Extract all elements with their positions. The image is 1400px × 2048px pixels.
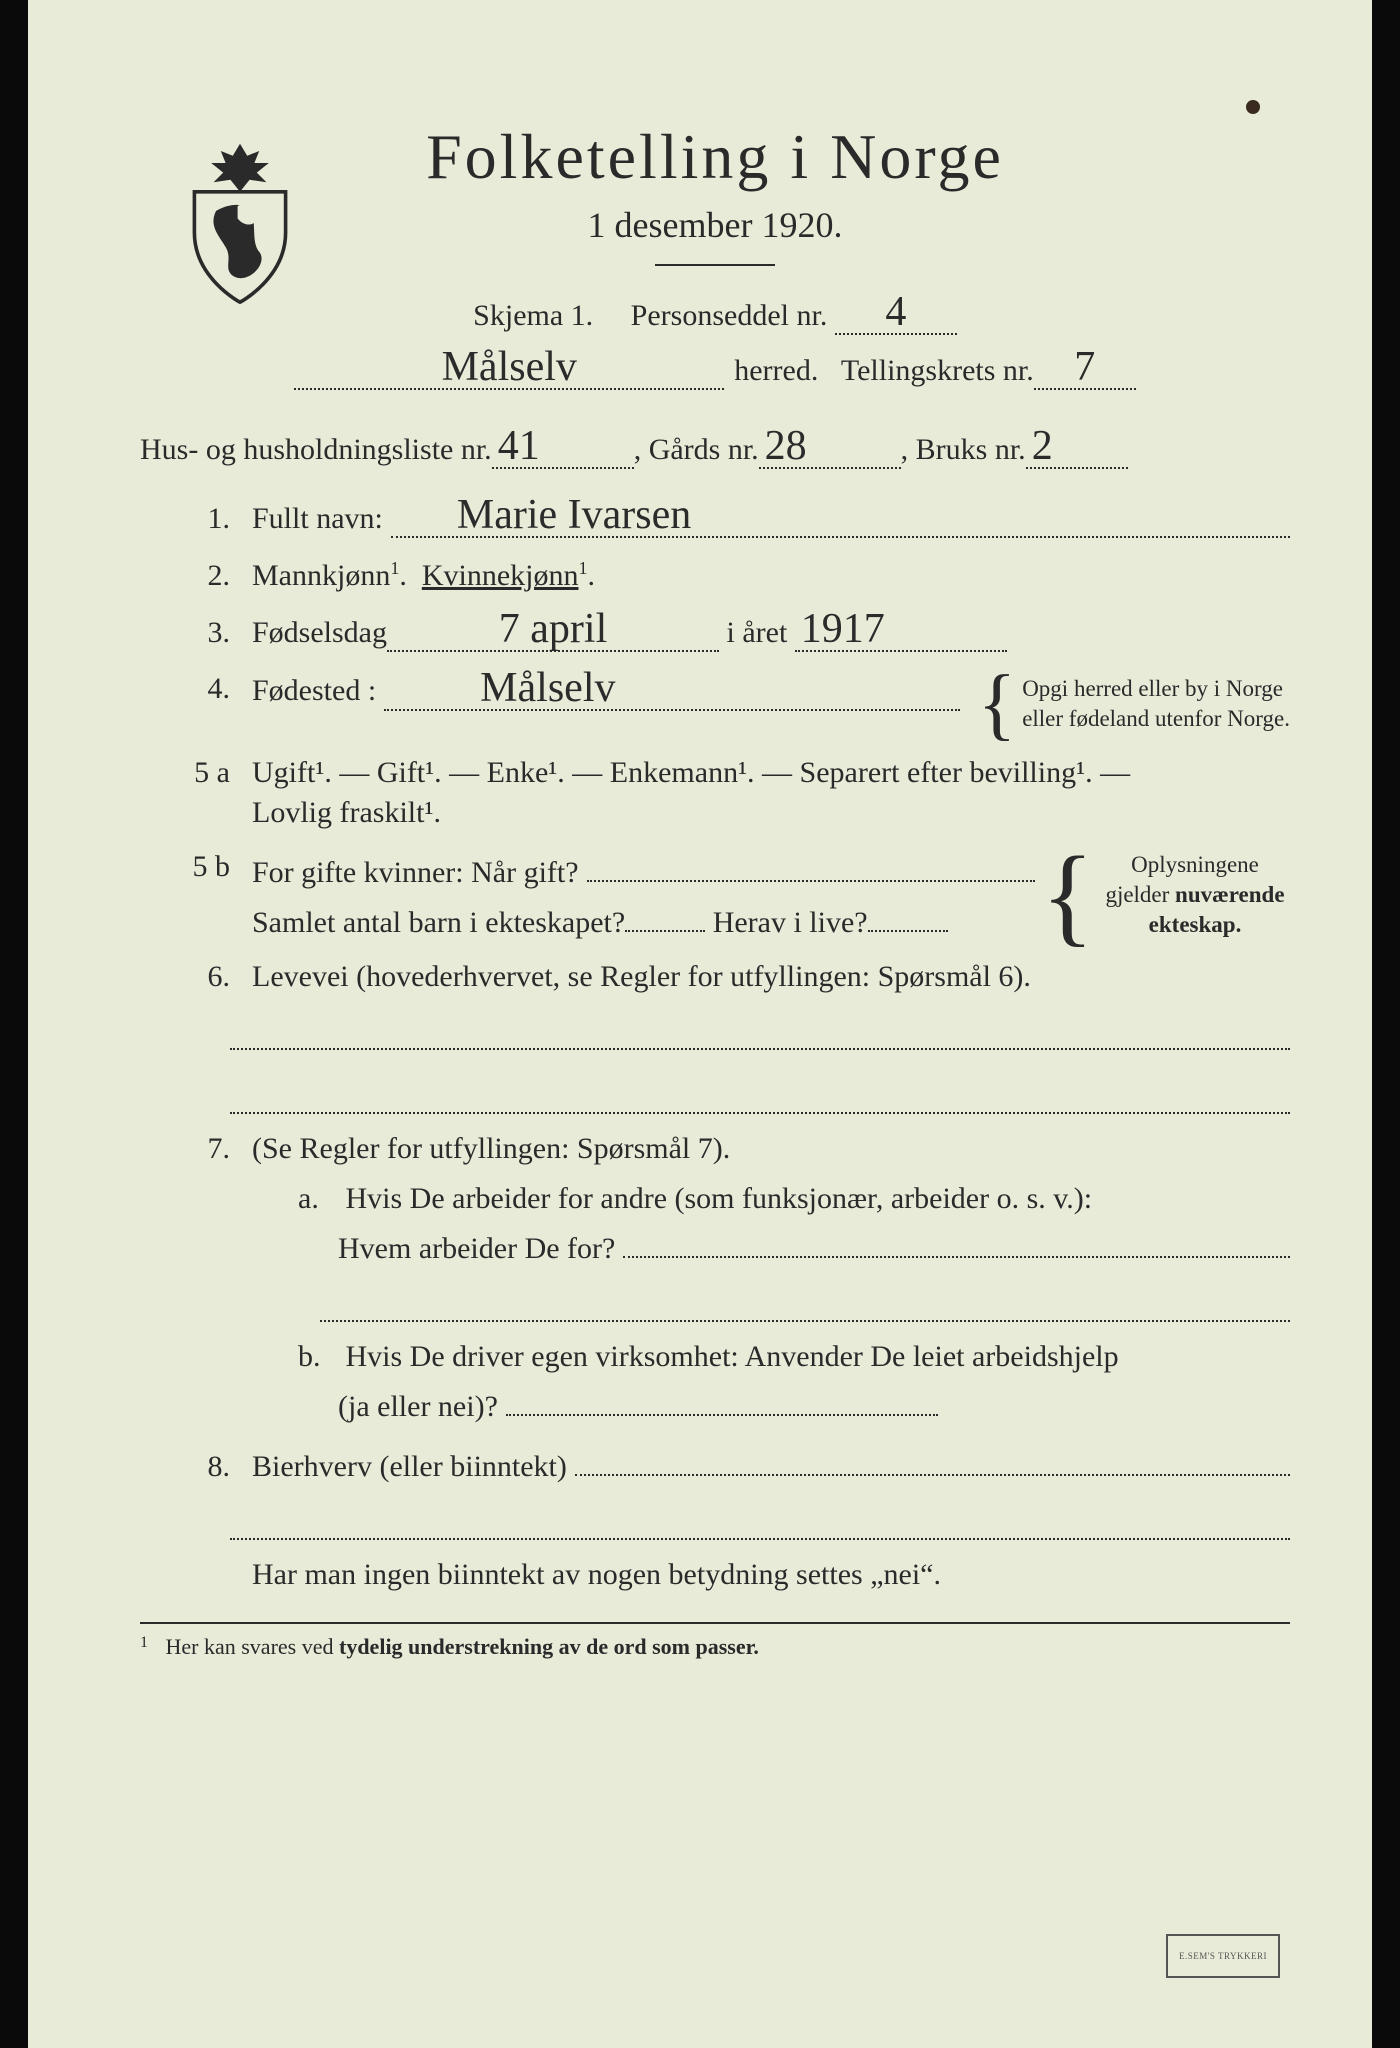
footnote-num: 1: [140, 1634, 160, 1651]
q1-num: 1.: [140, 502, 252, 536]
footnote-rule: [140, 1622, 1290, 1624]
q2-female: Kvinnekjønn: [422, 559, 579, 592]
herred-label: herred.: [734, 354, 818, 388]
gards-label: , Gårds nr.: [634, 433, 759, 467]
hus-label: Hus- og husholdningsliste nr.: [140, 433, 492, 467]
tail-note-row: Har man ingen biinntekt av nogen betydni…: [140, 1558, 1290, 1592]
q2-male: Mannkjønn: [252, 559, 390, 592]
tail-note: Har man ingen biinntekt av nogen betydni…: [252, 1558, 941, 1592]
q7a-blank-line: [320, 1276, 1290, 1322]
tellingskrets-label: Tellingskrets nr.: [841, 354, 1034, 388]
q4-row: 4. Fødested : Målselv { Opgi herred elle…: [140, 672, 1290, 736]
q5a-row: 5 a Ugift¹. — Gift¹. — Enke¹. — Enkemann…: [140, 756, 1290, 790]
q7a-num: a.: [298, 1182, 338, 1216]
q6-text: Levevei (hovederhvervet, se Regler for u…: [252, 960, 1031, 994]
birth-year-value: 1917: [801, 606, 885, 652]
q5b-note: { Oplysningene gjelder nuværende ekteska…: [1035, 850, 1290, 940]
tellingskrets-value: 7: [1074, 344, 1095, 390]
q7-text: (Se Regler for utfyllingen: Spørsmål 7).: [252, 1132, 730, 1166]
q3-mid: i året: [727, 616, 788, 650]
coat-of-arms-icon: [180, 138, 300, 308]
q7b-l2: (ja eller nei)?: [338, 1390, 498, 1424]
q7a-l2: Hvem arbeider De for?: [338, 1232, 615, 1266]
bruks-value: 2: [1032, 423, 1053, 469]
printer-stamp: E.SEM'S TRYKKERI: [1166, 1934, 1280, 1978]
q5b-l2a: Samlet antal barn i ekteskapet?: [252, 906, 625, 940]
personseddel-nr-value: 4: [885, 289, 906, 335]
q5b-l1a: For gifte kvinner: Når gift?: [252, 856, 579, 890]
q5b-note-l3: ekteskap.: [1100, 910, 1290, 940]
birth-day-value: 7 april: [499, 606, 607, 652]
birthplace-value: Målselv: [390, 665, 615, 711]
q7a-row2: Hvem arbeider De for?: [140, 1226, 1290, 1266]
q6-blank-line-1: [230, 1004, 1290, 1050]
scan-edge-left: [0, 0, 28, 2048]
full-name-value: Marie Ivarsen: [397, 492, 691, 538]
scan-edge-right: [1372, 0, 1400, 2048]
q5b-l2b: Herav i live?: [713, 906, 868, 940]
brace-icon: {: [972, 672, 1022, 736]
q2-num: 2.: [140, 559, 252, 593]
q6-blank-line-2: [230, 1068, 1290, 1114]
brace-icon: {: [1035, 851, 1100, 939]
q5b-num: 5 b: [140, 850, 252, 884]
hus-line: Hus- og husholdningsliste nr. 41 , Gårds…: [140, 430, 1290, 469]
q6-row: 6. Levevei (hovederhvervet, se Regler fo…: [140, 960, 1290, 994]
q5b-row: 5 b For gifte kvinner: Når gift? Samlet …: [140, 850, 1290, 940]
q8-blank-line: [230, 1494, 1290, 1540]
q5b-note-l1: Oplysningene: [1100, 850, 1290, 880]
title-rule: [655, 264, 775, 266]
q4-note: { Opgi herred eller by i Norge eller fød…: [972, 672, 1290, 736]
q6-num: 6.: [140, 960, 252, 994]
q3-num: 3.: [140, 616, 252, 650]
q7b-row: b. Hvis De driver egen virksomhet: Anven…: [140, 1340, 1290, 1374]
ink-spot: [1246, 100, 1260, 114]
q4-num: 4.: [140, 672, 252, 706]
header: Folketelling i Norge 1 desember 1920. Sk…: [140, 120, 1290, 390]
q8-label: Bierhverv (eller biinntekt): [252, 1450, 567, 1484]
q7a-row: a. Hvis De arbeider for andre (som funks…: [140, 1182, 1290, 1216]
q5b-note-l2: gjelder nuværende: [1100, 880, 1290, 910]
q7-row: 7. (Se Regler for utfyllingen: Spørsmål …: [140, 1132, 1290, 1166]
q5a-row2: Lovlig fraskilt¹.: [140, 796, 1290, 830]
form-subtitle: 1 desember 1920.: [140, 204, 1290, 246]
q7b-row2: (ja eller nei)?: [140, 1384, 1290, 1424]
herred-line: Målselv herred. Tellingskrets nr. 7: [140, 351, 1290, 390]
q7b-l1: Hvis De driver egen virksomhet: Anvender…: [346, 1340, 1119, 1373]
q3-label: Fødselsdag: [252, 616, 387, 650]
bruks-label: , Bruks nr.: [901, 433, 1026, 467]
q1-row: 1. Fullt navn: Marie Ivarsen: [140, 499, 1290, 538]
q4-note-l2: eller fødeland utenfor Norge.: [1022, 704, 1290, 734]
q5a-text: Ugift¹. — Gift¹. — Enke¹. — Enkemann¹. —…: [252, 756, 1130, 790]
footnote: 1 Her kan svares ved tydelig understrekn…: [140, 1634, 1290, 1660]
q5a-num: 5 a: [140, 756, 252, 790]
q7-num: 7.: [140, 1132, 252, 1166]
q1-label: Fullt navn:: [252, 502, 383, 536]
q8-row: 8. Bierhverv (eller biinntekt): [140, 1444, 1290, 1484]
census-form-page: Folketelling i Norge 1 desember 1920. Sk…: [0, 0, 1400, 2048]
q4-note-l1: Opgi herred eller by i Norge: [1022, 674, 1290, 704]
q4-label: Fødested :: [252, 672, 376, 708]
skjema-label-right: Personseddel nr.: [631, 299, 828, 332]
q7a-l1: Hvis De arbeider for andre (som funksjon…: [346, 1182, 1093, 1215]
skjema-label-left: Skjema 1.: [473, 299, 593, 332]
q7b-num: b.: [298, 1340, 338, 1374]
q8-num: 8.: [140, 1450, 252, 1484]
q2-row: 2. Mannkjønn1. Kvinnekjønn1.: [140, 558, 1290, 593]
herred-value: Målselv: [442, 344, 577, 390]
form-title: Folketelling i Norge: [140, 120, 1290, 194]
hus-value: 41: [498, 423, 540, 469]
questions: 1. Fullt navn: Marie Ivarsen 2. Mannkjøn…: [140, 499, 1290, 1660]
skjema-line: Skjema 1. Personseddel nr. 4: [140, 296, 1290, 335]
q3-row: 3. Fødselsdag 7 april i året 1917: [140, 613, 1290, 652]
gards-value: 28: [765, 423, 807, 469]
q5a-text2: Lovlig fraskilt¹.: [252, 796, 441, 830]
